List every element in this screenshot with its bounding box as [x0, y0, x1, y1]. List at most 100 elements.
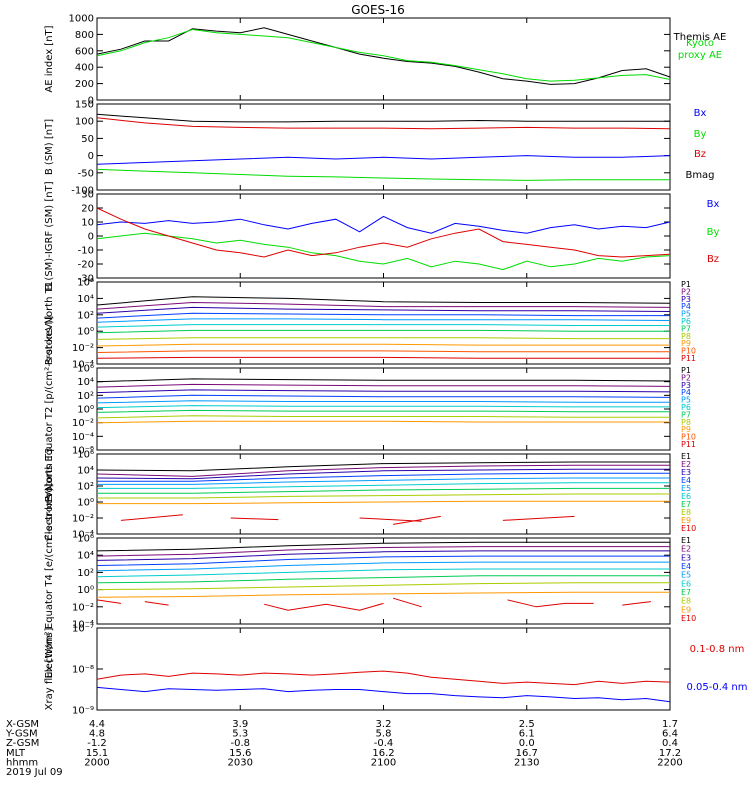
- series-line-kyoto-proxy-ae: [96, 28, 671, 82]
- y-tick-label: 10: [81, 218, 94, 229]
- series-line-e5: [96, 561, 670, 572]
- y-tick-label: 10⁻²: [72, 602, 94, 613]
- series-line-p5: [96, 318, 671, 323]
- ephemeris-value: 3.2: [376, 719, 392, 730]
- legend-kyoto-proxy-ae: proxy AE: [678, 50, 722, 61]
- ephemeris-value: 2030: [228, 757, 253, 768]
- series-line-bx: [96, 155, 671, 165]
- segment-line: [622, 601, 651, 606]
- y-tick-label: 10⁻⁷: [72, 624, 94, 635]
- legend-by: By: [707, 227, 720, 238]
- series-line-p3: [96, 389, 671, 394]
- series-line-e1: [96, 541, 670, 552]
- series-line-by: [96, 168, 670, 181]
- ephemeris-value: 5.8: [376, 729, 392, 740]
- segment-line: [120, 514, 183, 521]
- series-line-0-05-0-4-nm: [96, 686, 671, 703]
- series-line-p4: [96, 394, 671, 399]
- y-tick-label: 10⁻⁴: [72, 432, 94, 443]
- channel-label-e3: E3: [681, 553, 691, 562]
- channel-label-e5: E5: [681, 571, 691, 580]
- y-tick-label: -100: [71, 186, 94, 197]
- ephemeris-value: 2.5: [519, 719, 535, 730]
- y-tick-label: 10⁻⁸: [72, 665, 94, 676]
- y-tick-label: 10⁰: [77, 405, 94, 416]
- channel-label-e1: E1: [681, 452, 691, 461]
- channel-label-p10: P10: [681, 347, 696, 356]
- channel-label-p8: P8: [681, 332, 691, 341]
- ephemeris-value: 2130: [514, 757, 539, 768]
- channel-label-p2: P2: [681, 373, 691, 382]
- panel-5: 10⁻⁶ 10⁻⁴ 10⁻² 10⁰ 10² 10⁴ 10⁶ Protons Equator …: [44, 316, 696, 503]
- channel-label-e6: E6: [681, 579, 691, 588]
- series-line-e5: [97, 477, 670, 485]
- y-tick-label: 10⁴: [77, 466, 94, 477]
- segment-line: [230, 517, 279, 521]
- series-line-e4: [97, 472, 670, 482]
- figure-title: GOES-16: [351, 3, 405, 17]
- segment-line: [502, 515, 575, 521]
- series-line-p1: [96, 378, 671, 383]
- legend-0-1-0-8-nm: 0.1-0.8 nm: [690, 644, 745, 655]
- y-tick-label: 10⁻⁴: [72, 530, 94, 541]
- legend-0-05-0-4-nm: 0.05-0.4 nm: [686, 682, 747, 693]
- series-line-e9: [96, 591, 670, 598]
- series-line-bx: [96, 215, 671, 234]
- series-line-p5: [96, 400, 670, 404]
- channel-label-p5: P5: [681, 310, 691, 319]
- segment-line: [507, 599, 594, 608]
- y-tick-label: -30: [78, 274, 94, 285]
- y-tick-label: 10²: [77, 568, 94, 579]
- ephemeris-value: 3.9: [232, 719, 248, 730]
- channel-label-p9: P9: [681, 339, 691, 348]
- series-line-0-1-0-8-nm: [96, 670, 671, 686]
- segment-line: [263, 602, 384, 611]
- ephemeris-value: 4.8: [89, 729, 105, 740]
- ephemeris-value: 16.7: [516, 748, 538, 759]
- channel-label-p3: P3: [681, 295, 691, 304]
- y-tick-label: 10⁻²: [72, 514, 94, 525]
- series-line-p1: [96, 296, 671, 306]
- series-line-e2: [96, 464, 670, 477]
- channel-label-e8: E8: [681, 508, 691, 517]
- legend-by: By: [694, 129, 707, 140]
- channel-label-e7: E7: [681, 500, 691, 509]
- ephemeris-value: 4.4: [89, 719, 105, 730]
- y-tick-label: 10⁻²: [72, 343, 94, 354]
- y-tick-label: 0: [88, 96, 94, 107]
- series-line-p3: [96, 306, 671, 314]
- ephemeris-value: 2100: [371, 757, 396, 768]
- series-line-p4: [96, 312, 670, 319]
- series-line-e7: [97, 487, 670, 494]
- y-tick-label: 200: [75, 79, 94, 90]
- channel-label-e1: E1: [681, 536, 691, 545]
- segment-line: [393, 515, 441, 525]
- series-line-p6: [96, 324, 670, 328]
- y-tick-label: 10⁻⁴: [72, 360, 94, 371]
- ephemeris-value: 1.7: [662, 719, 678, 730]
- y-tick-label: 10⁶: [77, 534, 94, 545]
- channel-label-e9: E9: [681, 516, 691, 525]
- y-axis-label: Protons Equator T2 [p/(cm²-s-sr-keV)]: [44, 316, 55, 503]
- y-tick-label: 10⁻²: [72, 418, 94, 429]
- ephemeris-value: 5.3: [232, 729, 248, 740]
- panel-8: 10⁻⁹ 10⁻⁸ 10⁻⁷ Xray flux [W/m²] 0.1-0.8 nm 0.…: [44, 624, 748, 717]
- ephemeris-value: 16.2: [372, 748, 394, 759]
- ephemeris-row-label: Z-GSM: [6, 738, 39, 749]
- ephemeris-value: 15.1: [86, 748, 108, 759]
- panel-frame: [96, 17, 671, 101]
- y-axis-label: Protons North T1: [44, 281, 55, 365]
- channel-label-p1: P1: [681, 280, 691, 289]
- ephemeris-value: -0.4: [374, 738, 394, 749]
- y-axis-label: B (SM)-IGRF (SM) [nT]: [44, 181, 55, 290]
- legend-bx: Bx: [707, 199, 720, 210]
- y-tick-label: 10⁰: [77, 498, 94, 509]
- channel-label-p2: P2: [681, 287, 691, 296]
- channel-label-p6: P6: [681, 403, 691, 412]
- y-tick-label: 400: [75, 63, 94, 74]
- legend-kyoto-proxy-ae: Kyoto: [686, 38, 714, 49]
- channel-label-p9: P9: [681, 425, 691, 434]
- series-line-p6: [96, 405, 670, 409]
